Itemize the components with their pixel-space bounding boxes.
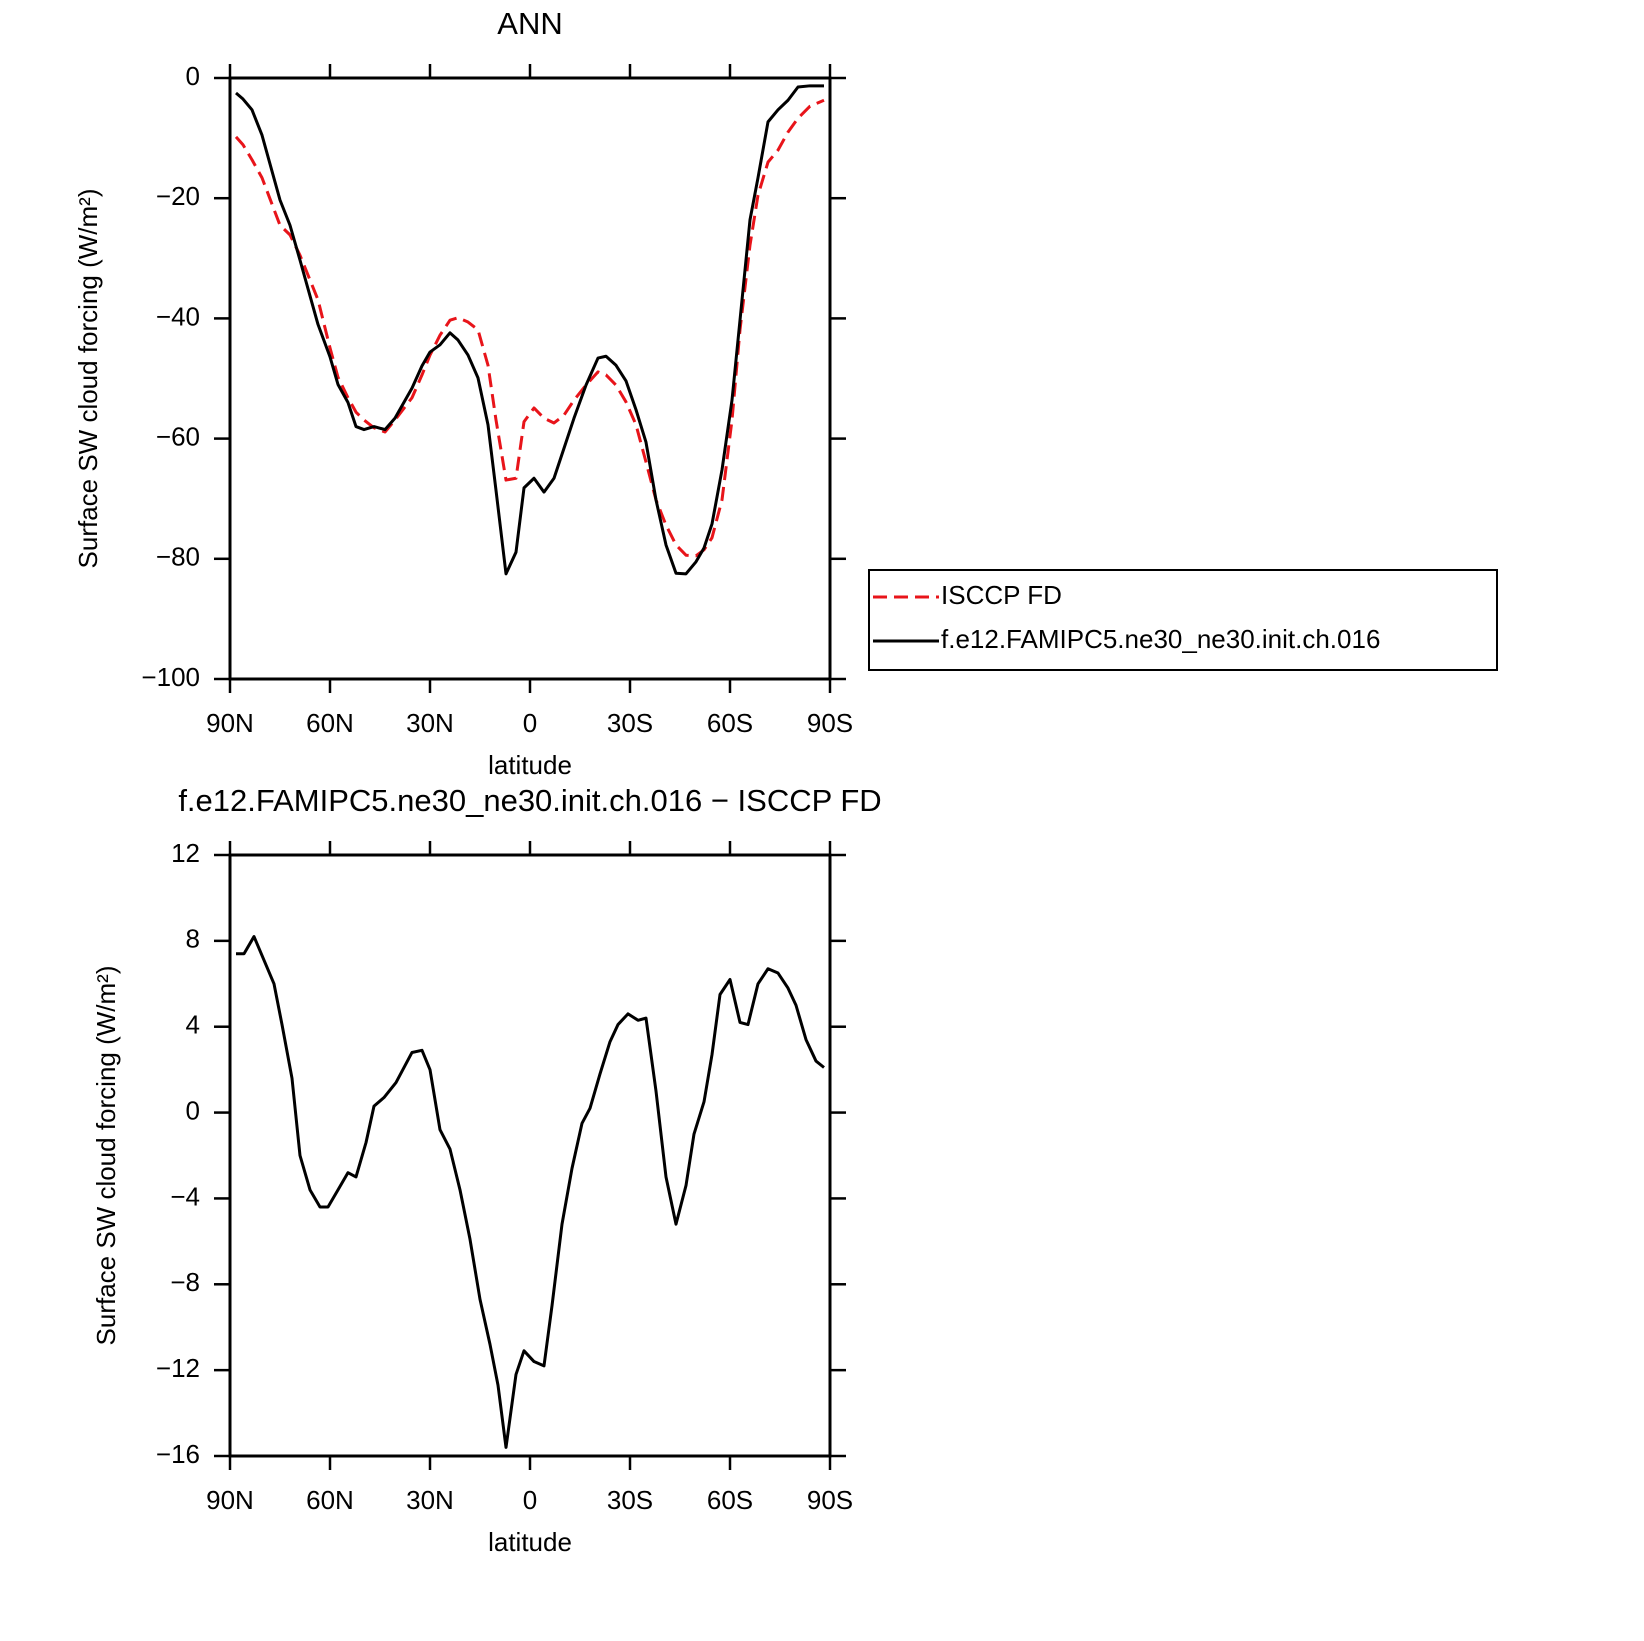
- y-tick-label: −12: [156, 1353, 200, 1383]
- y-tick-label: 8: [186, 924, 200, 954]
- x-tick-label: 60N: [306, 708, 354, 738]
- x-axis-label: latitude: [488, 1527, 572, 1557]
- x-tick-label: 0: [523, 708, 537, 738]
- y-tick-label: −8: [170, 1267, 200, 1297]
- y-tick-label: 0: [186, 61, 200, 91]
- x-tick-label: 60S: [707, 1485, 753, 1515]
- y-axis-label: Surface SW cloud forcing (W/m²): [73, 189, 103, 569]
- y-tick-label: 4: [186, 1010, 200, 1040]
- y-tick-label: 12: [171, 838, 200, 868]
- legend-box: [868, 569, 1498, 671]
- x-tick-label: 60N: [306, 1485, 354, 1515]
- x-tick-label: 90N: [206, 708, 254, 738]
- y-tick-label: −20: [156, 181, 200, 211]
- line-series: [234, 98, 825, 558]
- chart-title: f.e12.FAMIPC5.ne30_ne30.init.ch.016 − IS…: [178, 783, 881, 818]
- plot-frame: [228, 853, 832, 1458]
- y-tick-label: −60: [156, 421, 200, 451]
- x-tick-label: 0: [523, 1485, 537, 1515]
- y-tick-label: −40: [156, 301, 200, 331]
- plot-frame: [228, 76, 832, 681]
- legend-label: f.e12.FAMIPC5.ne30_ne30.init.ch.016: [941, 624, 1380, 654]
- y-tick-label: −16: [156, 1439, 200, 1469]
- x-axis-label: latitude: [488, 750, 572, 780]
- x-tick-label: 60S: [707, 708, 753, 738]
- x-tick-label: 30S: [607, 1485, 653, 1515]
- legend-label: ISCCP FD: [941, 580, 1062, 610]
- x-tick-label: 90S: [807, 708, 853, 738]
- x-tick-label: 30N: [406, 708, 454, 738]
- line-series: [235, 84, 824, 576]
- x-tick-label: 90S: [807, 1485, 853, 1515]
- y-tick-label: 0: [186, 1095, 200, 1125]
- y-tick-label: −4: [170, 1181, 200, 1211]
- y-axis-label: Surface SW cloud forcing (W/m²): [91, 966, 121, 1346]
- x-tick-label: 30N: [406, 1485, 454, 1515]
- y-tick-label: −80: [156, 542, 200, 572]
- x-tick-label: 30S: [607, 708, 653, 738]
- y-tick-label: −100: [141, 662, 200, 692]
- chart-title: ANN: [497, 6, 562, 41]
- x-tick-label: 90N: [206, 1485, 254, 1515]
- line-series: [236, 935, 825, 1449]
